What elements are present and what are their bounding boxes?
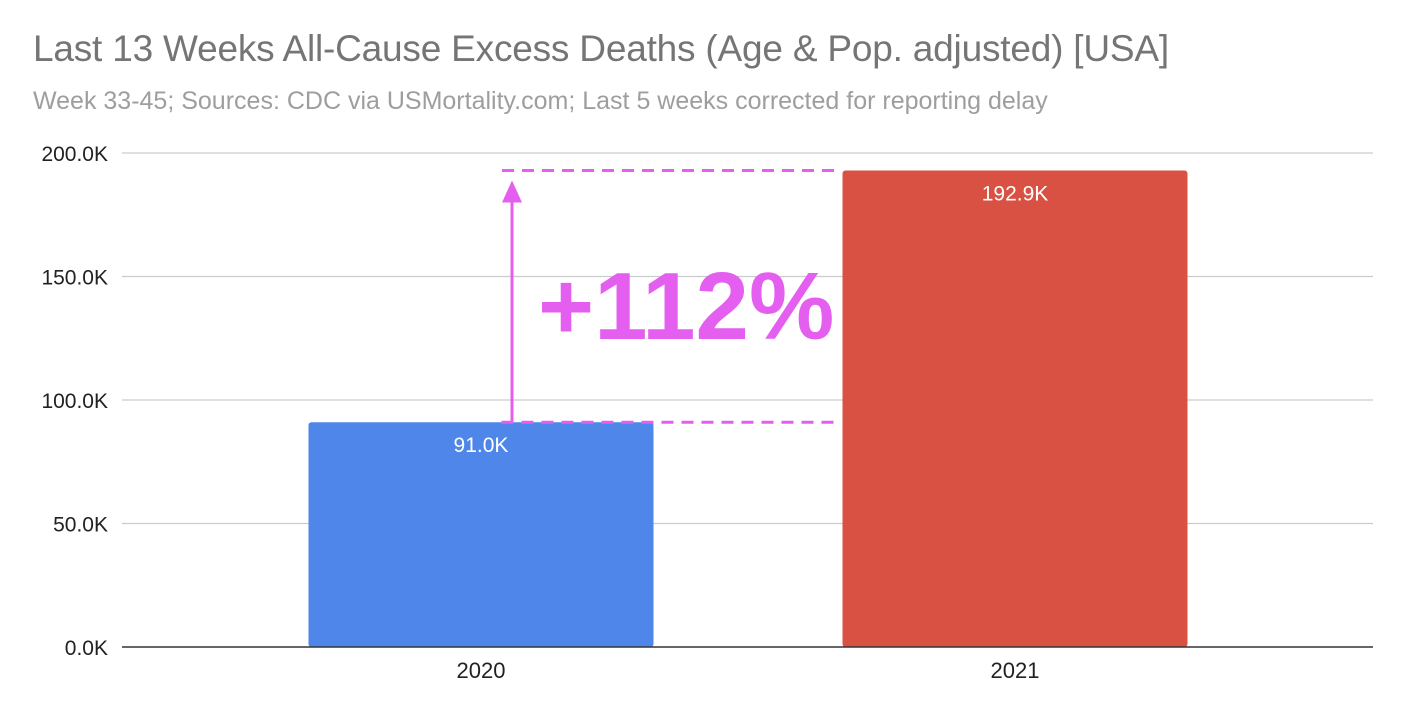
bars: 91.0K 192.9K [308,170,1188,648]
y-tick-label: 100.0K [41,390,108,413]
data-label: 192.9K [982,183,1049,206]
x-tick-label: 2020 [457,658,506,683]
chart-title: Last 13 Weeks All-Cause Excess Deaths (A… [33,28,1169,69]
y-tick-label: 50.0K [53,514,108,537]
x-axis-ticks: 2020 2021 [457,658,1040,683]
bar-2021 [842,170,1188,648]
chart-subtitle: Week 33-45; Sources: CDC via USMortality… [33,87,1048,115]
data-label: 91.0K [454,434,509,457]
change-annotation: +112% [501,169,839,424]
y-axis-ticks: 0.0K 50.0K 100.0K 150.0K 200.0K [41,143,108,660]
increase-arrow-head [502,180,522,203]
y-tick-label: 200.0K [41,143,108,166]
x-tick-label: 2021 [991,658,1040,683]
percent-change-label: +112% [538,253,834,360]
y-tick-label: 0.0K [65,637,108,660]
bar-2020 [308,422,654,647]
y-tick-label: 150.0K [41,267,108,290]
